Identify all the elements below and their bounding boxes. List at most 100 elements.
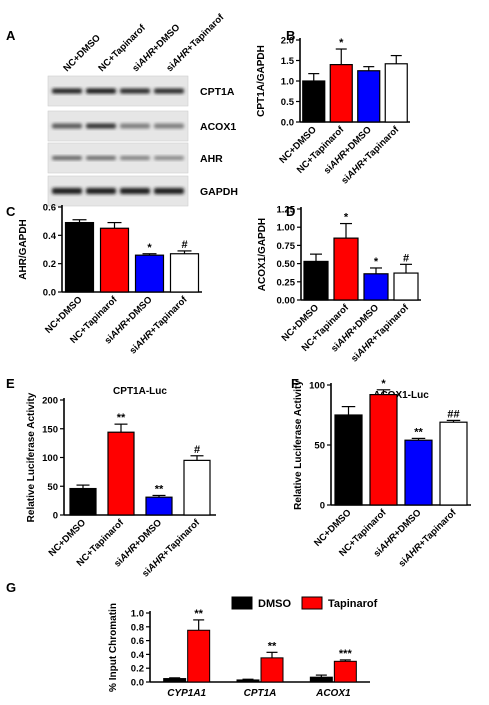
y-tick-label: 50 — [47, 482, 58, 493]
legend-label: Tapinarof — [328, 598, 378, 610]
chart-panel-e: E CPT1A-Luc 0 50 100 150 200 Relative Luciferas… — [6, 376, 216, 579]
y-tick-label: 0.4 — [43, 231, 57, 242]
y-tick-label: 0.50 — [277, 259, 296, 270]
lane-label: siAHR+Tapinarof — [164, 12, 227, 75]
significance-mark: ** — [414, 426, 423, 438]
y-axis-label: ACOX1/GAPDH — [257, 218, 268, 291]
significance-mark: # — [403, 252, 409, 264]
blot-band — [86, 88, 116, 94]
bar — [99, 227, 130, 293]
bar — [303, 260, 329, 301]
y-tick-label: 100 — [309, 381, 325, 392]
bar — [107, 431, 135, 516]
chart-title: ACOX1-Luc — [373, 390, 429, 401]
chart-panel-b: B0.00.51.01.52.0CPT1A/GAPDHNC+DMSO*NC+Ta… — [256, 28, 410, 186]
blot-band — [120, 123, 150, 129]
bar — [64, 221, 95, 293]
y-tick-label: 0 — [53, 511, 58, 522]
y-axis-label: AHR/GAPDH — [18, 219, 29, 280]
y-tick-label: 0.2 — [131, 664, 144, 675]
y-tick-label: 0.4 — [131, 650, 145, 661]
blot-band — [120, 188, 150, 194]
blot-band — [120, 156, 150, 160]
x-tick-label: siAHR+Tapinarof — [349, 302, 412, 365]
blot-band — [154, 88, 184, 94]
significance-mark: ** — [155, 483, 164, 495]
panel-label: D — [286, 204, 295, 219]
bar — [334, 414, 363, 506]
bar — [183, 459, 211, 516]
y-axis-label: CPT1A/GAPDH — [256, 45, 267, 117]
y-tick-label: 0.25 — [277, 277, 296, 288]
blot-band — [52, 156, 82, 160]
significance-mark: ## — [447, 408, 459, 420]
blot-band — [52, 123, 82, 129]
western-blot-panel: A NC+DMSONC+TapinarofsiAHR+DMSOsiAHR+Tapi… — [6, 12, 238, 207]
y-tick-label: 0.2 — [43, 259, 56, 270]
bar — [384, 63, 408, 123]
blot-band — [52, 88, 82, 94]
band-label: GAPDH — [200, 186, 238, 198]
panel-label: G — [6, 580, 16, 595]
bar — [329, 63, 353, 123]
y-tick-label: 0.5 — [281, 97, 295, 108]
panel-label: C — [6, 204, 16, 219]
significance-mark: ** — [117, 412, 126, 424]
significance-mark: ** — [268, 640, 277, 652]
blot-band — [86, 156, 116, 160]
y-tick-label: 50 — [314, 441, 325, 452]
significance-mark: * — [374, 256, 379, 268]
significance-mark: * — [381, 378, 386, 390]
y-tick-label: 1.5 — [281, 56, 295, 67]
legend-label: DMSO — [258, 598, 291, 610]
bar — [363, 273, 389, 301]
y-tick-label: 150 — [42, 424, 58, 435]
bar — [187, 629, 211, 683]
significance-mark: *** — [339, 648, 353, 660]
significance-mark: * — [339, 37, 344, 49]
panel-label: F — [291, 376, 299, 391]
significance-mark: * — [344, 212, 349, 224]
blot-band — [120, 88, 150, 94]
y-tick-label: 1.0 — [281, 77, 294, 88]
y-axis-label: Relative Luciferase Activity — [26, 392, 37, 522]
blot-band — [154, 156, 184, 160]
significance-mark: * — [147, 242, 152, 254]
x-tick-label: CYP1A1 — [167, 688, 206, 699]
chart-panel-c: C0.00.20.40.6AHR/GAPDHNC+DMSONC+Tapinaro… — [6, 203, 202, 356]
y-tick-label: 0 — [320, 501, 325, 512]
y-tick-label: 1.25 — [277, 205, 296, 216]
y-axis-label: Relative Luciferase Activity — [293, 380, 304, 510]
x-tick-label: CPT1A — [244, 688, 277, 699]
chart-panel-d: D0.000.250.500.751.001.25ACOX1/GAPDHNC+D… — [257, 204, 421, 364]
y-tick-label: 1.0 — [131, 609, 144, 620]
y-tick-label: 2.0 — [281, 36, 294, 47]
bar — [357, 70, 381, 123]
bar — [309, 676, 333, 683]
y-tick-label: 0.0 — [43, 288, 56, 299]
y-tick-label: 1.00 — [277, 223, 296, 234]
y-tick-label: 0.6 — [43, 203, 56, 214]
blot-band — [86, 188, 116, 194]
y-tick-label: 0.00 — [277, 296, 296, 307]
chart-panel-f: F ACOX1-Luc 0 50 100 Relative Luciferase Acti… — [291, 376, 471, 569]
chart-panel-g: G 0.0 0.2 0.4 0.6 0.8 1.0 % Input Chromatin ** CY… — [6, 580, 378, 699]
significance-mark: # — [194, 444, 200, 456]
y-tick-label: 0.6 — [131, 636, 144, 647]
y-axis-label: % Input Chromatin — [108, 603, 119, 692]
y-tick-label: 100 — [42, 453, 58, 464]
significance-mark: ** — [194, 608, 203, 620]
legend-swatch — [301, 596, 323, 610]
band-label: AHR — [200, 153, 223, 165]
bar — [369, 394, 398, 506]
y-tick-label: 0.8 — [131, 622, 144, 633]
y-tick-label: 0.0 — [281, 118, 294, 129]
blot-band — [86, 123, 116, 129]
panel-label-a: A — [6, 28, 16, 43]
bar — [145, 496, 173, 516]
bar — [260, 657, 284, 683]
bar — [439, 421, 468, 506]
bar — [236, 679, 260, 683]
blot-band — [52, 188, 82, 194]
bar — [69, 487, 97, 516]
